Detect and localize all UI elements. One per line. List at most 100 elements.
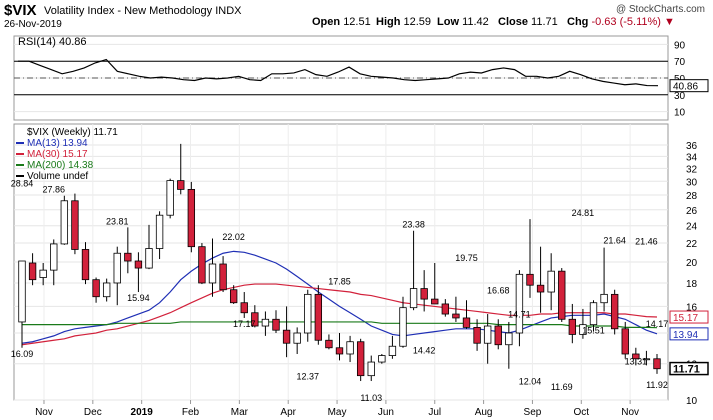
price-tick-label: 16 <box>686 302 698 313</box>
candle-body <box>367 361 375 377</box>
rsi-tick-label: 30 <box>674 91 686 102</box>
price-tick-label: 34 <box>686 152 698 163</box>
price-annotation: 16.09 <box>11 349 34 359</box>
price-annotation: 22.02 <box>222 232 245 242</box>
x-axis-label: Feb <box>182 407 200 418</box>
high-label: High <box>376 16 401 28</box>
legend-entry: $VIX (Weekly) 11.71 <box>27 127 118 138</box>
candle-body <box>356 341 365 377</box>
candle-body <box>124 252 132 262</box>
moving-average-line <box>21 283 658 346</box>
candle-body <box>536 284 545 293</box>
candle-body <box>378 355 386 363</box>
candle-body <box>462 317 471 328</box>
low-quote: Low 11.42 <box>437 16 489 28</box>
price-annotation: 15.51 <box>582 326 605 336</box>
x-axis-label: Aug <box>475 407 493 418</box>
legend-entry: Volume undef <box>27 171 88 182</box>
price-last-value-label: 11.71 <box>673 364 700 376</box>
rsi-last-value-label: 40.86 <box>673 82 698 93</box>
watermark: @ StockCharts.com <box>615 4 705 15</box>
x-axis-label: Oct <box>574 407 590 418</box>
candle-body <box>589 302 598 326</box>
price-annotation: 28.84 <box>11 178 34 188</box>
candle-body <box>71 200 79 250</box>
price-tick-label: 24 <box>686 222 698 233</box>
rsi-title: RSI(14) 40.86 <box>18 36 86 48</box>
price-tick-label: 22 <box>686 239 698 250</box>
price-annotation: 23.81 <box>106 216 129 226</box>
candle-body <box>600 293 608 304</box>
symbol-title: $VIX <box>4 2 37 19</box>
candle-body <box>335 347 344 355</box>
candle-body <box>526 273 534 286</box>
candle-body <box>60 200 69 245</box>
chart-date: 26-Nov-2019 <box>4 19 62 30</box>
candle-body <box>293 332 301 344</box>
price-tick-label: 20 <box>686 258 698 269</box>
price-annotation: 12.04 <box>519 377 542 387</box>
rsi-tick-label: 70 <box>674 57 686 68</box>
candle-body <box>272 318 280 331</box>
price-annotation: 13.31 <box>625 357 648 367</box>
price-annotation: 11.92 <box>646 380 668 390</box>
candle-body <box>39 269 47 278</box>
price-tick-label: 32 <box>686 164 698 175</box>
candle-body <box>653 358 661 370</box>
close-label: Close <box>498 16 528 28</box>
candle-body <box>208 263 217 284</box>
x-axis-label: Nov <box>35 407 53 418</box>
candle-body <box>102 282 111 298</box>
candle-body <box>92 279 100 298</box>
price-annotation: 17.17 <box>233 319 256 329</box>
instrument-name: Volatility Index - New Methodology INDX <box>44 5 242 17</box>
rsi-line <box>18 58 659 87</box>
candle-body <box>50 243 58 271</box>
candle-body <box>441 303 450 315</box>
candle-body <box>515 273 524 334</box>
candle-body <box>547 270 555 293</box>
x-axis-label: Apr <box>280 407 296 418</box>
moving-average-line <box>22 321 658 329</box>
candle-body <box>558 270 566 320</box>
price-tick-label: 10 <box>686 396 698 407</box>
change-value: -0.63 (-5.11%) <box>591 16 661 28</box>
candle-body <box>229 289 238 304</box>
candle-body <box>282 329 291 344</box>
price-tick-label: 26 <box>686 206 698 217</box>
change-label: Chg <box>567 16 589 28</box>
candle-body <box>145 248 153 269</box>
price-annotation: 21.46 <box>635 237 658 247</box>
price-last-value-label: 13.94 <box>673 330 698 341</box>
candle-body <box>610 293 619 330</box>
legend-entry: MA(30) 15.17 <box>27 149 88 160</box>
close-value: 11.71 <box>531 16 558 28</box>
x-axis-label: Nov <box>621 407 639 418</box>
price-annotation: 16.68 <box>487 286 510 296</box>
candle-body <box>166 180 174 216</box>
candle-body <box>568 318 577 335</box>
candle-body <box>642 358 651 361</box>
x-axis-label: Jun <box>378 407 394 418</box>
instrument-description: Volatility Index - New Methodology <box>44 5 213 17</box>
candle-body <box>483 325 492 344</box>
price-annotation: 27.86 <box>42 185 65 195</box>
high-value: 12.59 <box>403 16 432 28</box>
x-axis-label: 2019 <box>131 407 154 418</box>
price-annotation: 14.17 <box>646 319 669 329</box>
low-label: Low <box>437 16 459 28</box>
candle-body <box>177 180 185 190</box>
candle-body <box>452 313 460 319</box>
change-quote: Chg -0.63 (-5.11%) ▼ <box>567 16 675 28</box>
exchange-label: INDX <box>215 5 242 17</box>
candle-body <box>494 325 502 346</box>
candle-body <box>399 307 407 347</box>
candle-body <box>409 288 418 309</box>
price-tick-label: 36 <box>686 141 698 152</box>
close-quote: Close 11.71 <box>498 16 558 28</box>
rsi-tick-label: 10 <box>674 108 686 119</box>
price-last-value-label: 15.17 <box>673 313 698 324</box>
candle-body <box>304 293 312 334</box>
x-axis-label: Sep <box>524 407 542 418</box>
